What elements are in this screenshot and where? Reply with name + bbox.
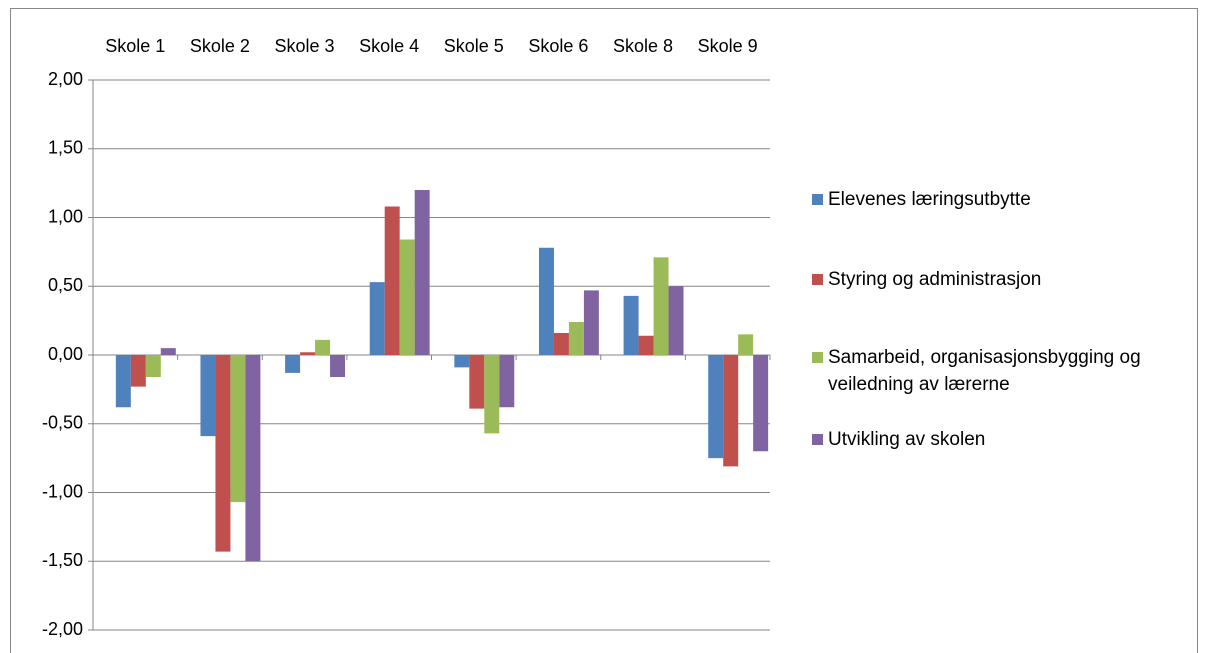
legend-label: Samarbeid, organisasjonsbygging og veile… [828, 347, 1141, 395]
y-tick-label: 0,50 [48, 275, 83, 295]
bar [230, 355, 246, 503]
bar [399, 239, 415, 355]
bar [145, 355, 161, 377]
legend-swatch [812, 434, 823, 445]
bar [300, 352, 316, 355]
legend-swatch [812, 194, 823, 205]
bar [653, 257, 669, 355]
bar [315, 339, 331, 355]
bar [200, 355, 216, 437]
y-tick-label: 2,00 [48, 69, 83, 89]
chart-border [10, 8, 1198, 653]
bar [115, 355, 131, 408]
bar [568, 322, 584, 355]
x-tick-label: Skole 9 [698, 36, 758, 56]
x-tick-label: Skole 2 [190, 36, 250, 56]
legend-item: Samarbeid, organisasjonsbygging og veile… [812, 344, 1197, 398]
bar [384, 206, 400, 355]
y-tick-label: 0,00 [48, 344, 83, 364]
y-tick-label: -0,50 [42, 413, 83, 433]
legend-label: Utvikling av skolen [828, 429, 986, 450]
x-tick-label: Skole 5 [444, 36, 504, 56]
y-tick-label: -1,00 [42, 481, 83, 501]
y-tick-label: 1,50 [48, 138, 83, 158]
bar [245, 355, 261, 562]
bar [499, 355, 515, 408]
bar [583, 290, 599, 355]
x-tick-label: Skole 1 [105, 36, 165, 56]
bar [708, 355, 724, 459]
bar [454, 355, 470, 368]
bar [285, 355, 301, 373]
x-tick-label: Skole 6 [528, 36, 588, 56]
bar [215, 355, 231, 552]
legend-item: Styring og administrasjon [812, 266, 1197, 293]
bar [414, 190, 430, 355]
bar [668, 286, 684, 355]
legend-label: Elevenes læringsutbytte [828, 189, 1031, 210]
bar [553, 333, 569, 355]
x-tick-label: Skole 3 [275, 36, 335, 56]
bar [723, 355, 739, 467]
bar [369, 282, 385, 355]
x-tick-label: Skole 4 [359, 36, 419, 56]
bar [160, 348, 176, 355]
bar [738, 334, 754, 355]
bar [130, 355, 146, 387]
legend-swatch [812, 274, 823, 285]
y-tick-label: -2,00 [42, 619, 83, 639]
bar [623, 295, 639, 355]
bar [638, 335, 654, 355]
bar [538, 247, 554, 355]
legend-item: Elevenes læringsutbytte [812, 186, 1197, 213]
legend-swatch [812, 352, 823, 363]
bar [330, 355, 346, 377]
y-tick-label: 1,00 [48, 206, 83, 226]
y-tick-label: -1,50 [42, 550, 83, 570]
bar [469, 355, 485, 409]
legend-item: Utvikling av skolen [812, 426, 1197, 453]
legend-label: Styring og administrasjon [828, 269, 1042, 290]
bar [753, 355, 769, 452]
x-tick-label: Skole 8 [613, 36, 673, 56]
bar [484, 355, 500, 434]
